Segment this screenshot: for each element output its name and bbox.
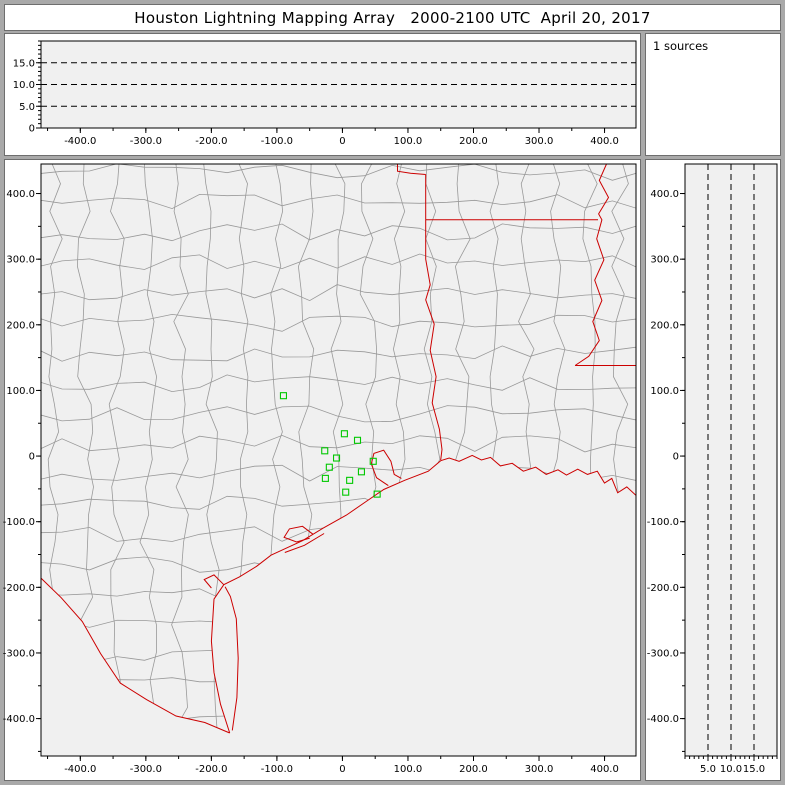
map-panel: -400.0 -300.0 -200.0 -100.0 0 100.0 200.0 300.0… (3, 159, 641, 781)
svg-text:0: 0 (339, 764, 345, 775)
svg-text:-400.0: -400.0 (64, 136, 96, 147)
svg-text:-300.0: -300.0 (130, 136, 162, 147)
svg-text:200.0: 200.0 (459, 136, 488, 147)
svg-text:15.0: 15.0 (743, 764, 765, 775)
sources-panel: 1 sources (645, 33, 781, 156)
svg-text:-300.0: -300.0 (130, 764, 162, 775)
sources-count-label: 1 sources (653, 39, 709, 53)
svg-text:200.0: 200.0 (650, 320, 679, 331)
svg-text:0: 0 (29, 124, 35, 135)
svg-text:100.0: 100.0 (394, 136, 423, 147)
svg-text:200.0: 200.0 (6, 320, 35, 331)
svg-text:400.0: 400.0 (6, 189, 35, 200)
svg-text:-200.0: -200.0 (195, 764, 227, 775)
svg-text:300.0: 300.0 (525, 136, 554, 147)
svg-text:0: 0 (29, 452, 35, 463)
svg-text:0: 0 (673, 452, 679, 463)
svg-text:100.0: 100.0 (6, 386, 35, 397)
svg-text:-100.0: -100.0 (3, 517, 35, 528)
svg-text:-400.0: -400.0 (3, 714, 35, 725)
svg-text:15.0: 15.0 (13, 58, 35, 69)
svg-text:-100.0: -100.0 (261, 764, 293, 775)
svg-text:400.0: 400.0 (590, 764, 619, 775)
svg-text:0: 0 (339, 136, 345, 147)
svg-text:-300.0: -300.0 (3, 648, 35, 659)
page-title: Houston Lightning Mapping Array 2000-210… (134, 8, 651, 27)
svg-text:-200.0: -200.0 (647, 583, 679, 594)
svg-text:-100.0: -100.0 (647, 517, 679, 528)
svg-text:-300.0: -300.0 (647, 648, 679, 659)
svg-text:-400.0: -400.0 (64, 764, 96, 775)
svg-text:200.0: 200.0 (459, 764, 488, 775)
svg-text:300.0: 300.0 (525, 764, 554, 775)
svg-text:400.0: 400.0 (650, 189, 679, 200)
map-plot[interactable]: -400.0 -300.0 -200.0 -100.0 0 100.0 200.0 300.0… (3, 160, 640, 780)
altitude-ns-panel: 5.0 10.0 15.0 400.0 300.0 200.0 100.0 0 -100.0 -2… (645, 159, 781, 781)
altitude-ew-panel: -400.0 -300.0 -200.0 -100.0 0 100.0 200.0 300.0… (4, 33, 641, 156)
svg-text:300.0: 300.0 (650, 255, 679, 266)
svg-text:10.0: 10.0 (13, 80, 35, 91)
altitude-ns-plot[interactable]: 5.0 10.0 15.0 400.0 300.0 200.0 100.0 0 -100.0 -2… (646, 160, 780, 780)
altitude-ew-plot[interactable]: -400.0 -300.0 -200.0 -100.0 0 100.0 200.0 300.0… (5, 34, 640, 155)
svg-text:100.0: 100.0 (394, 764, 423, 775)
svg-text:5.0: 5.0 (19, 102, 35, 113)
svg-text:100.0: 100.0 (650, 386, 679, 397)
svg-text:-400.0: -400.0 (647, 714, 679, 725)
svg-text:5.0: 5.0 (700, 764, 716, 775)
svg-text:-100.0: -100.0 (261, 136, 293, 147)
title-bar: Houston Lightning Mapping Array 2000-210… (4, 4, 781, 31)
svg-text:-200.0: -200.0 (195, 136, 227, 147)
svg-text:-200.0: -200.0 (3, 583, 35, 594)
svg-text:300.0: 300.0 (6, 255, 35, 266)
svg-text:10.0: 10.0 (720, 764, 742, 775)
svg-text:400.0: 400.0 (590, 136, 619, 147)
